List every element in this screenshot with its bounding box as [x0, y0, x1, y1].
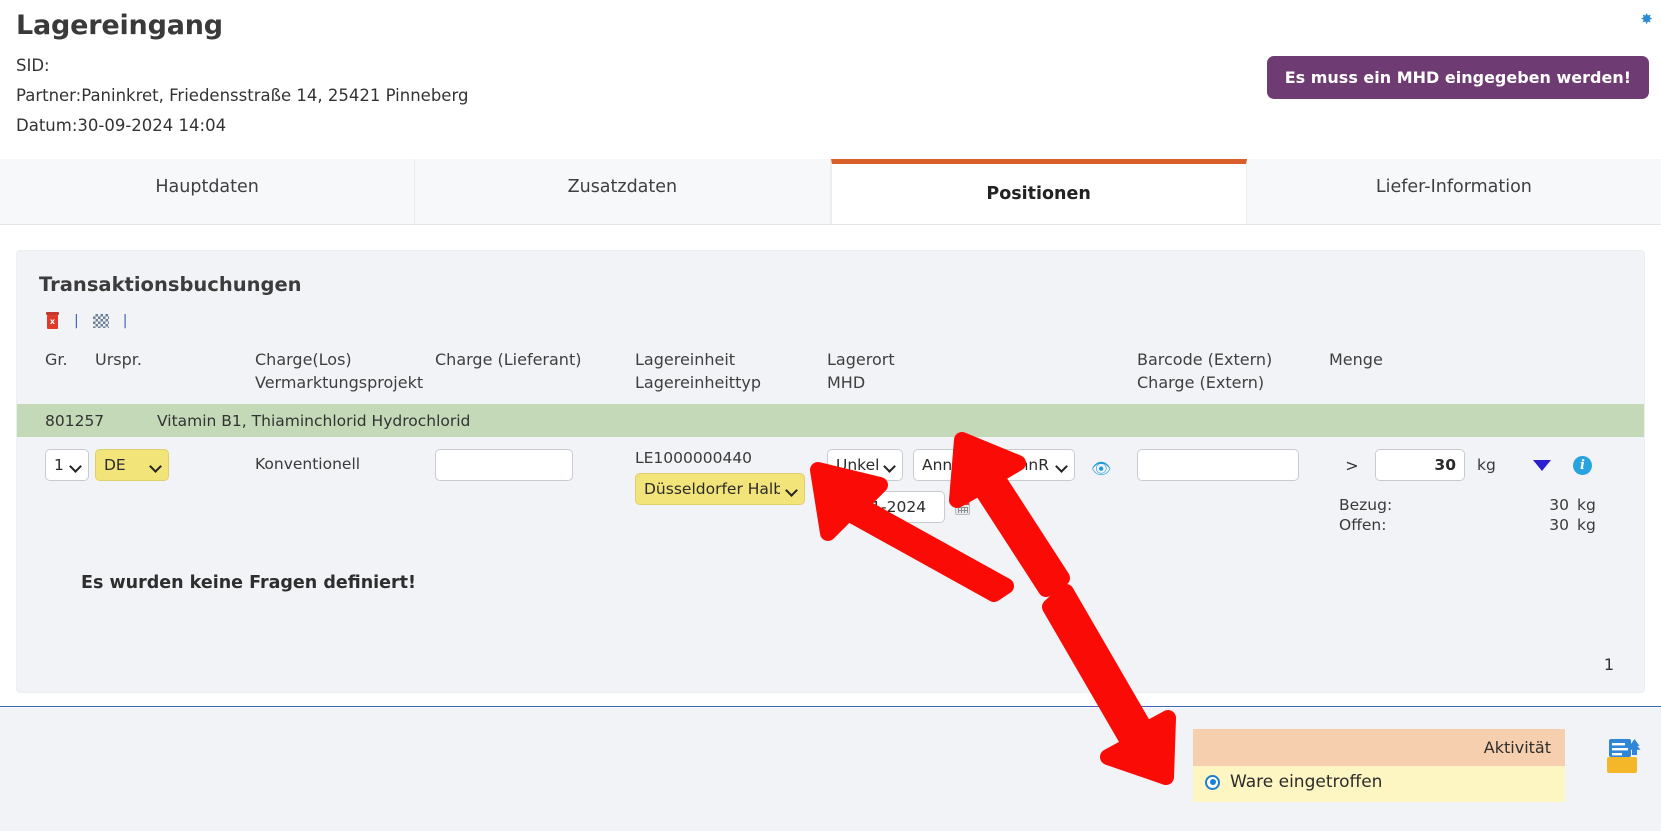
menge-summary: Bezug: 30 kg Offen: 30 kg [1329, 495, 1622, 535]
menge-line: > kg i [1329, 449, 1622, 481]
lagerort-level2-select[interactable]: AnnSt [913, 449, 989, 481]
charge-los-value: Konventionell [255, 455, 361, 473]
column-header-lagerort-main: Lagerort [827, 350, 895, 369]
activity-area: Aktivität Ware eingetroffen [0, 708, 1661, 831]
tab-liefer-information[interactable]: Liefer-Information [1246, 159, 1661, 224]
mhd-input[interactable] [827, 491, 945, 523]
lagerort-level3-select[interactable]: AnnRr [999, 449, 1075, 481]
activity-body: Ware eingetroffen [1193, 766, 1565, 802]
triangle-down-icon[interactable] [1533, 459, 1551, 471]
bottom-divider [0, 706, 1661, 707]
cell-charge-los: Konventionell [255, 449, 435, 473]
radio-icon[interactable] [1205, 774, 1220, 790]
cell-barcode-extern [1137, 449, 1329, 481]
offen-value: 30 [1549, 516, 1569, 534]
cell-charge-lieferant [435, 449, 635, 481]
menge-input[interactable] [1375, 449, 1465, 481]
charge-lieferant-input[interactable] [435, 449, 573, 481]
page-title: Lagereingang [16, 10, 223, 41]
calendar-icon[interactable] [955, 499, 970, 515]
cell-lagerort: Unkel AnnSt AnnRr 👁 [827, 449, 1137, 523]
tab-bar: Hauptdaten Zusatzdaten Positionen Liefer… [0, 159, 1661, 225]
column-header-ursprung: Urspr. [95, 350, 142, 369]
panel-title: Transaktionsbuchungen [39, 273, 302, 296]
column-header-lagereinheit: Lagereinheit Lagereinheittyp [635, 348, 827, 394]
page-number: 1 [1603, 655, 1614, 674]
activity-option-ware-eingetroffen[interactable]: Ware eingetroffen [1205, 772, 1553, 792]
activity-header-label: Aktivität [1193, 729, 1565, 766]
cell-ursprung: DE [95, 449, 255, 481]
column-header-gr: Gr. [45, 350, 68, 369]
menge-unit: kg [1477, 456, 1496, 474]
lagereinheittyp-select[interactable]: Düsseldorfer Halbp [635, 473, 805, 505]
column-header-charge-lieferant: Charge (Lieferant) [435, 350, 582, 369]
upload-tray-icon[interactable] [1599, 735, 1645, 777]
cell-menge: > kg i Bezug: 30 kg Offen: 30 kg [1329, 449, 1622, 535]
tab-positionen[interactable]: Positionen [830, 159, 1247, 224]
activity-box: Aktivität Ware eingetroffen [1193, 729, 1653, 802]
column-header-lagerort: Lagerort MHD [827, 348, 1137, 394]
column-header-charge-extern: Charge (Extern) [1137, 373, 1265, 392]
column-header-barcode-extern: Barcode (Extern) Charge (Extern) [1137, 348, 1329, 394]
delete-icon[interactable]: x [45, 312, 60, 330]
offen-row: Offen: 30 kg [1329, 515, 1622, 535]
activity-option-label: Ware eingetroffen [1230, 772, 1383, 792]
partner-line: Partner:Paninkret, Friedensstraße 14, 25… [16, 86, 469, 105]
bezug-unit: kg [1577, 496, 1596, 514]
product-id: 801257 [45, 411, 105, 430]
bezug-value: 30 [1549, 496, 1569, 514]
info-icon[interactable]: i [1573, 455, 1592, 475]
panel-toolbar: x | | [45, 308, 1622, 334]
bezug-label: Bezug: [1339, 496, 1393, 514]
gr-select[interactable]: 1 [45, 449, 89, 481]
column-header-lagereinheittyp: Lagereinheittyp [635, 373, 761, 392]
ursprung-select[interactable]: DE [95, 449, 169, 481]
cell-gr: 1 [39, 449, 95, 481]
date-line: Datum:30-09-2024 14:04 [16, 116, 227, 135]
tab-hauptdaten[interactable]: Hauptdaten [0, 159, 416, 224]
product-row: 801257 Vitamin B1, Thiaminchlorid Hydroc… [17, 404, 1644, 437]
column-header-charge-los-main: Charge(Los) [255, 350, 352, 369]
gear-icon[interactable]: ✸ [1640, 10, 1653, 28]
column-header-vermarktungsprojekt: Vermarktungsprojekt [255, 373, 424, 392]
toolbar-separator-2: | [122, 313, 128, 329]
eye-icon[interactable]: 👁 [1091, 458, 1112, 478]
transaktionsbuchungen-panel: Transaktionsbuchungen x | | Gr. Urspr. C… [16, 250, 1645, 693]
column-header-mhd: MHD [827, 373, 866, 392]
checkered-flag-icon[interactable] [92, 314, 109, 328]
mhd-alert-badge: Es muss ein MHD eingegeben werden! [1266, 56, 1649, 99]
no-questions-message: Es wurden keine Fragen definiert! [81, 573, 417, 593]
table-row: 1 DE Konventionell LE1000000440 [39, 437, 1622, 535]
barcode-extern-input[interactable] [1137, 449, 1299, 481]
lagereinheit-code: LE1000000440 [635, 449, 753, 467]
product-name: Vitamin B1, Thiaminchlorid Hydrochlorid [157, 411, 471, 430]
menge-operator: > [1345, 455, 1359, 475]
offen-unit: kg [1577, 516, 1596, 534]
cell-lagereinheit: LE1000000440 Düsseldorfer Halbp [635, 449, 827, 505]
column-header-barcode-extern-main: Barcode (Extern) [1137, 350, 1273, 369]
bezug-row: Bezug: 30 kg [1329, 495, 1622, 515]
lagerort-level1-select[interactable]: Unkel [827, 449, 903, 481]
column-header-lagereinheit-main: Lagereinheit [635, 350, 736, 369]
column-header-menge: Menge [1329, 350, 1383, 369]
column-header-charge-los: Charge(Los) Vermarktungsprojekt [255, 348, 435, 394]
sid-label: SID: [16, 56, 50, 75]
table-header-row: Gr. Urspr. Charge(Los) Vermarktungsproje… [39, 342, 1622, 404]
tab-zusatzdaten[interactable]: Zusatzdaten [415, 159, 831, 224]
mhd-field-group [827, 491, 1137, 523]
document-meta: SID: Partner:Paninkret, Friedensstraße 1… [0, 49, 1661, 141]
toolbar-separator-1: | [74, 313, 79, 329]
offen-label: Offen: [1339, 516, 1387, 534]
